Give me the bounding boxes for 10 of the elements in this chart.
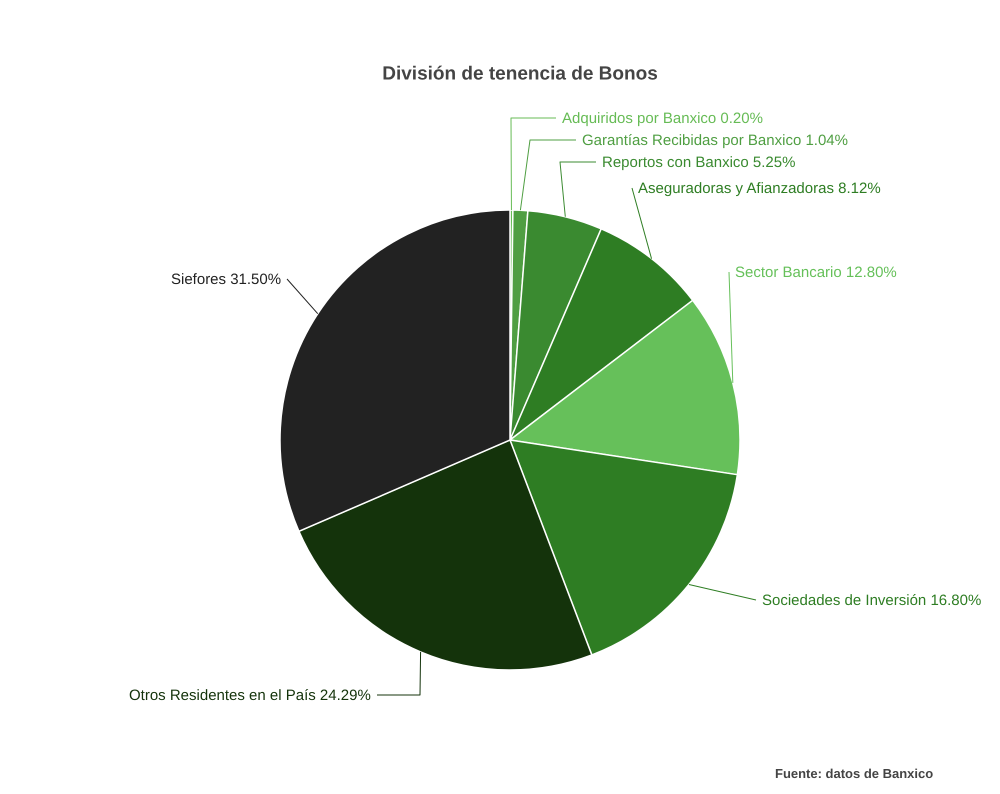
slice-label: Garantías Recibidas por Banxico 1.04% — [582, 132, 848, 149]
slice-label: Sociedades de Inversión 16.80% — [762, 592, 982, 609]
chart-title: División de tenencia de Bonos — [382, 64, 658, 85]
source-note: Fuente: datos de Banxico — [775, 766, 934, 781]
slice-label: Reportos con Banxico 5.25% — [602, 154, 796, 171]
slice-label: Aseguradoras y Afianzadoras 8.12% — [638, 180, 881, 197]
slice-label: Sector Bancario 12.80% — [735, 264, 897, 281]
slice-label: Adquiridos por Banxico 0.20% — [562, 110, 763, 127]
slice-label: Otros Residentes en el País 24.29% — [129, 687, 371, 704]
slice-label: Siefores 31.50% — [171, 271, 282, 288]
